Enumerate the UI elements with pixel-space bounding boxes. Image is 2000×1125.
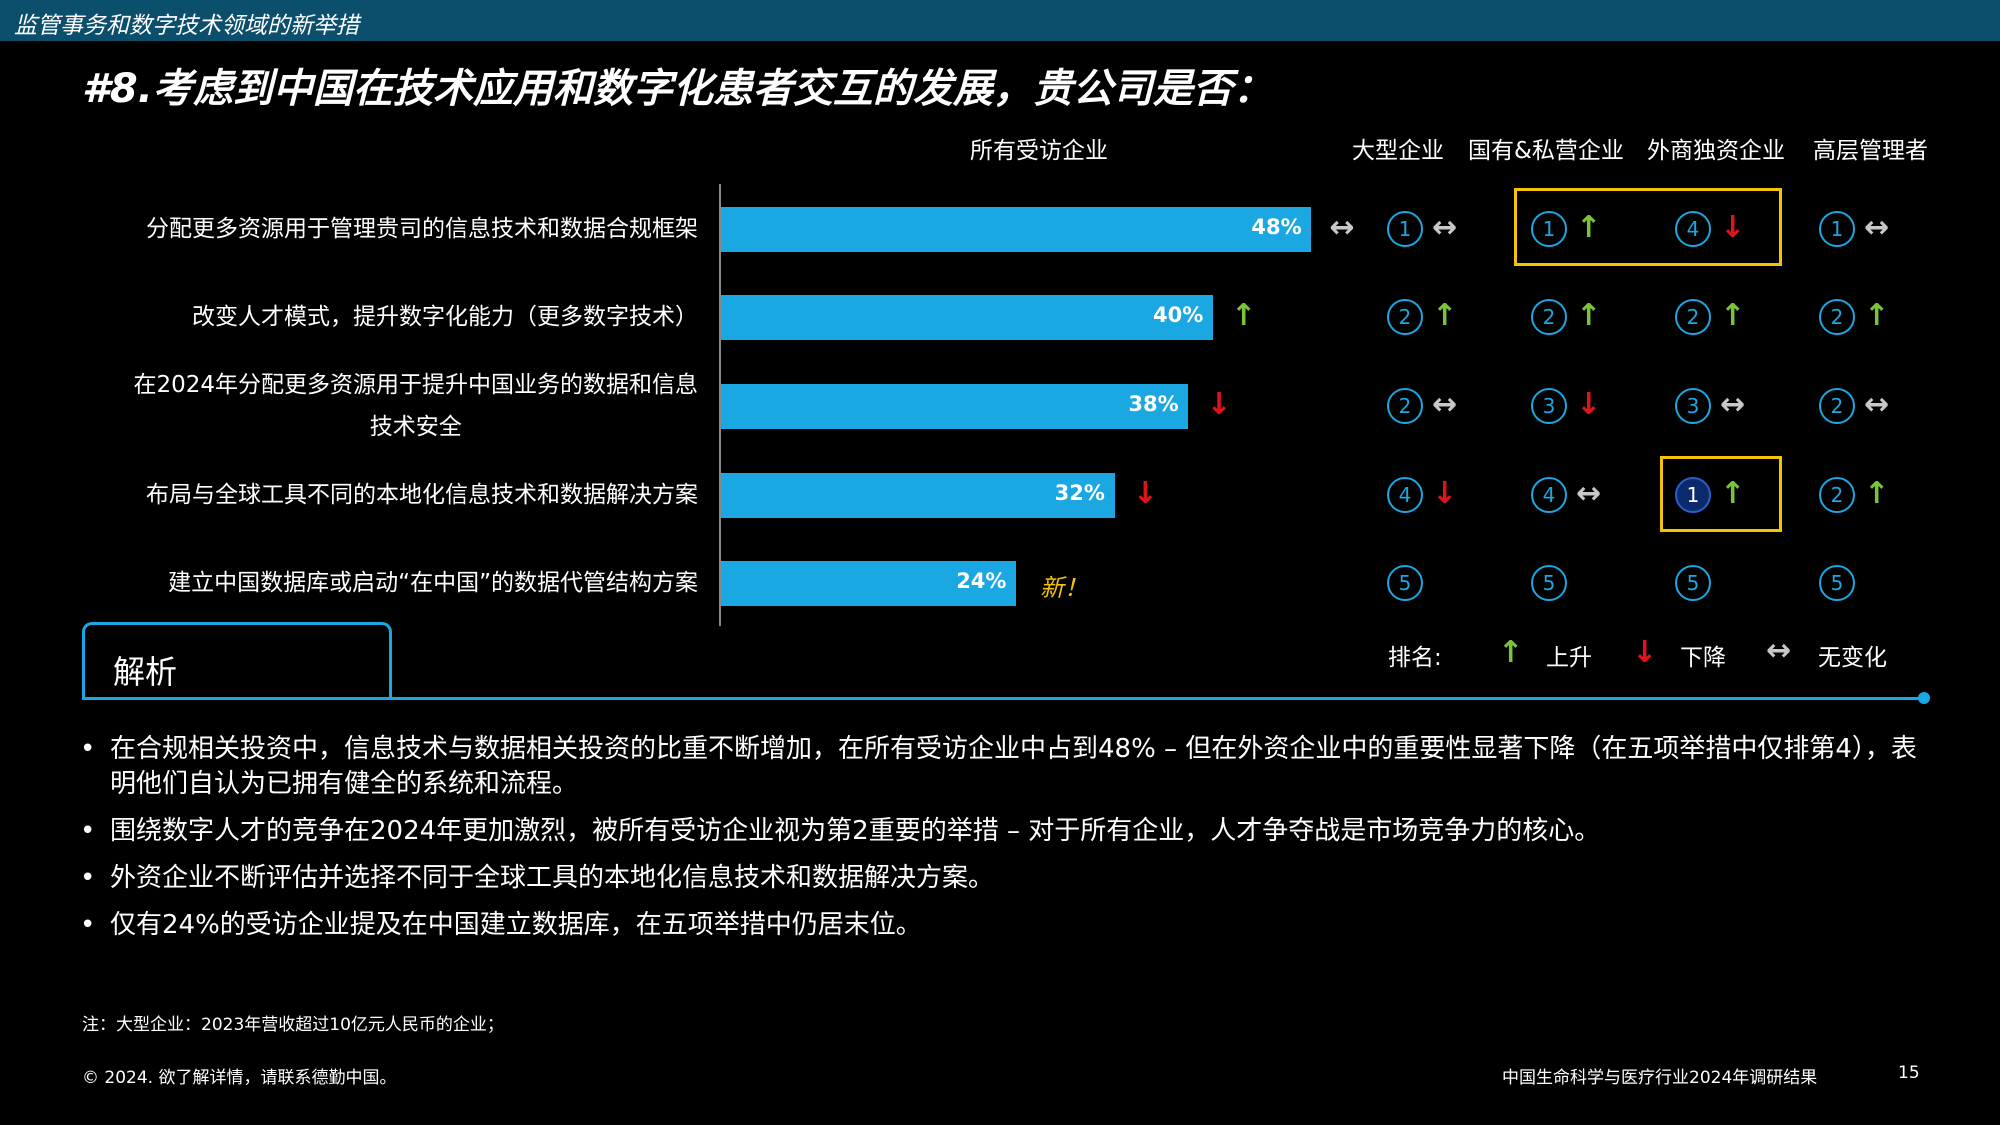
rank-badge: 2 — [1819, 477, 1855, 513]
column-header-large: 大型企业 — [1352, 138, 1444, 164]
rank-trend-up-icon: ↑ — [1432, 298, 1458, 333]
rank-badge: 2 — [1531, 299, 1567, 335]
rank-badge: 1 — [1387, 211, 1423, 247]
legend-up-arrow-icon: ↑ — [1498, 635, 1524, 670]
legend-flat-arrow-icon: ↔ — [1766, 633, 1792, 668]
bar — [721, 472, 1115, 518]
rank-badge: 4 — [1531, 477, 1567, 513]
rank-trend-up-icon: ↑ — [1576, 298, 1602, 333]
legend-flat-label: 无变化 — [1818, 645, 1887, 671]
trend-down-icon: ↓ — [1206, 387, 1232, 422]
analysis-bullet: 仅有24%的受访企业提及在中国建立数据库，在五项举措中仍居末位。 — [80, 908, 1940, 943]
bar-value-label: 38% — [1128, 392, 1179, 416]
highlight-box-row4 — [1660, 456, 1782, 532]
rank-trend-flat-icon: ↔ — [1864, 210, 1890, 245]
legend-up-label: 上升 — [1546, 645, 1592, 671]
section-title: 监管事务和数字技术领域的新举措 — [14, 13, 359, 39]
legend-down-label: 下降 — [1680, 645, 1726, 671]
analysis-tab: 解析 — [82, 622, 392, 698]
bar-value-label: 40% — [1153, 303, 1204, 327]
analysis-bullet: 外资企业不断评估并选择不同于全球工具的本地化信息技术和数据解决方案。 — [80, 861, 1940, 896]
rank-badge: 3 — [1675, 388, 1711, 424]
rank-trend-down-icon: ↓ — [1576, 387, 1602, 422]
column-header-executives: 高层管理者 — [1813, 138, 1928, 164]
bar — [721, 560, 1017, 606]
rank-badge: 1 — [1531, 211, 1567, 247]
row-label-line: 布局与全球工具不同的本地化信息技术和数据解决方案 — [146, 482, 698, 508]
rank-badge: 1 — [1819, 211, 1855, 247]
rank-badge: 2 — [1387, 299, 1423, 335]
footnote: 注：大型企业：2023年营收超过10亿元人民币的企业； — [82, 1015, 504, 1035]
rank-badge: 4 — [1675, 211, 1711, 247]
rank-trend-flat-icon: ↔ — [1432, 210, 1458, 245]
row-label-line: 技术安全 — [369, 414, 462, 440]
rank-trend-flat-icon: ↔ — [1576, 476, 1602, 511]
highlight-box-row1 — [1514, 188, 1782, 266]
row-label: 分配更多资源用于管理贵司的信息技术和数据合规框架 — [146, 208, 698, 250]
analysis-bullet: 围绕数字人才的竞争在2024年更加激烈，被所有受访企业视为第2重要的举措 – 对… — [80, 814, 1940, 849]
rank-trend-flat-icon: ↔ — [1720, 387, 1746, 422]
trend-flat-icon: ↔ — [1329, 210, 1355, 245]
rank-badge: 5 — [1675, 565, 1711, 601]
bar-value-label: 48% — [1251, 215, 1302, 239]
analysis-divider-dot — [1918, 692, 1930, 704]
rank-badge: 1 — [1675, 477, 1711, 513]
footer-copyright: © 2024. 欲了解详情，请联系德勤中国。 — [82, 1068, 397, 1088]
rank-trend-down-icon: ↓ — [1432, 476, 1458, 511]
column-header-foreign: 外商独资企业 — [1647, 138, 1785, 164]
rank-badge: 2 — [1387, 388, 1423, 424]
rank-trend-flat-icon: ↔ — [1864, 387, 1890, 422]
bar — [721, 294, 1213, 340]
row-label-line: 建立中国数据库或启动“在中国”的数据代管结构方案 — [168, 570, 698, 596]
bar-value-label: 32% — [1054, 481, 1105, 505]
rank-badge: 3 — [1531, 388, 1567, 424]
bar — [721, 383, 1189, 429]
top-banner: 监管事务和数字技术领域的新举措 — [0, 0, 2000, 41]
row-label-line: 在2024年分配更多资源用于提升中国业务的数据和信息 — [133, 372, 698, 398]
row-label: 在2024年分配更多资源用于提升中国业务的数据和信息 技术安全 — [133, 364, 698, 448]
column-header-soe-private: 国有&私营企业 — [1468, 138, 1624, 164]
chart-axis — [719, 184, 721, 626]
bar-value-label: 24% — [956, 569, 1007, 593]
page-title: #8.考虑到中国在技术应用和数字化患者交互的发展，贵公司是否： — [82, 66, 1273, 112]
rank-badge: 2 — [1819, 388, 1855, 424]
column-header-all: 所有受访企业 — [970, 138, 1108, 164]
rank-trend-flat-icon: ↔ — [1432, 387, 1458, 422]
row-label: 建立中国数据库或启动“在中国”的数据代管结构方案 — [168, 562, 698, 604]
rank-badge: 2 — [1675, 299, 1711, 335]
rank-trend-up-icon: ↑ — [1576, 210, 1602, 245]
analysis-bullets: 在合规相关投资中，信息技术与数据相关投资的比重不断增加，在所有受访企业中占到48… — [80, 732, 1940, 955]
rank-badge: 4 — [1387, 477, 1423, 513]
legend-title: 排名: — [1388, 645, 1442, 671]
trend-down-icon: ↓ — [1132, 476, 1158, 511]
legend-down-arrow-icon: ↓ — [1632, 635, 1658, 670]
trend-up-icon: ↑ — [1231, 298, 1257, 333]
row-label: 布局与全球工具不同的本地化信息技术和数据解决方案 — [146, 474, 698, 516]
page-number: 15 — [1898, 1063, 1920, 1083]
new-tag: 新！ — [1040, 574, 1088, 602]
row-label-line: 分配更多资源用于管理贵司的信息技术和数据合规框架 — [146, 216, 698, 242]
rank-badge: 5 — [1819, 565, 1855, 601]
rank-trend-up-icon: ↑ — [1864, 476, 1890, 511]
rank-badge: 2 — [1819, 299, 1855, 335]
rank-trend-up-icon: ↑ — [1720, 476, 1746, 511]
row-label-line: 改变人才模式，提升数字化能力（更多数字技术） — [192, 304, 698, 330]
analysis-tab-title: 解析 — [113, 653, 178, 691]
row-label: 改变人才模式，提升数字化能力（更多数字技术） — [192, 296, 698, 338]
analysis-divider — [82, 697, 1927, 700]
bar — [721, 206, 1312, 252]
analysis-bullet: 在合规相关投资中，信息技术与数据相关投资的比重不断增加，在所有受访企业中占到48… — [80, 732, 1940, 802]
rank-badge: 5 — [1387, 565, 1423, 601]
rank-badge: 5 — [1531, 565, 1567, 601]
rank-trend-down-icon: ↓ — [1720, 210, 1746, 245]
footer-report-title: 中国生命科学与医疗行业2024年调研结果 — [1502, 1068, 1818, 1088]
rank-trend-up-icon: ↑ — [1720, 298, 1746, 333]
rank-trend-up-icon: ↑ — [1864, 298, 1890, 333]
